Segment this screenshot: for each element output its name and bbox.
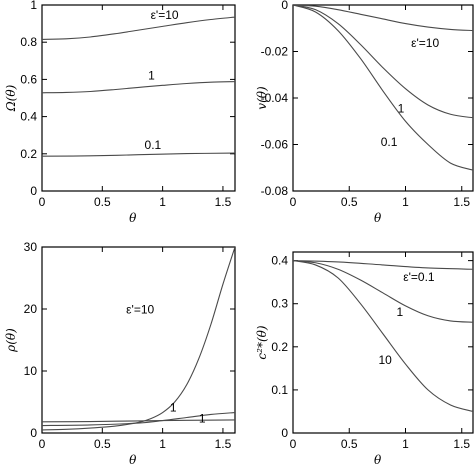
y-tick-label: -0.06 [261,138,289,152]
y-tick-label: 1 [30,0,37,12]
x-tick-label: 0 [39,437,46,451]
y-tick-label: 20 [24,302,38,316]
y-tick-label: -0.02 [261,45,289,59]
plot-frame [41,4,236,192]
series-annotation: 0.1 [145,138,162,152]
y-axis-label: Ω(θ) [4,84,18,112]
chart-panel-3: 0 0.5 1 1.5 0 10 20 30 θ ρ(θ) ε'=10 1 1 [4,240,236,465]
series-annotation: 1 [397,305,404,319]
x-tick-label: 1 [159,195,166,209]
y-tick-label: 0.2 [20,147,37,161]
chart-panel-1: 0 0.5 1 1.5 0 0.2 0.4 0.6 0.8 1 θ Ω(θ) ε'=10 1 0.1 [4,0,236,225]
x-tick-label: 1 [402,195,409,209]
x-tick-label: 0.5 [341,195,358,209]
x-tick-label: 0.5 [341,437,358,451]
x-tick-label: 1.5 [453,437,470,451]
series-curve-2 [293,260,473,323]
x-axis-label: θ [374,453,382,465]
chart-panel-4: 0 0.5 1 1.5 0 0.1 0.2 0.3 0.4 θ c²*(θ) ε'=0.1 1 10 [255,251,474,465]
series-annotation: 0.1 [381,135,398,149]
series-curve-1 [293,5,473,32]
y-tick-label: 0.3 [271,297,288,311]
series-curve-2 [42,411,235,427]
series-curve-2 [42,81,235,94]
x-axis-label: θ [129,211,137,225]
series-curve-3 [293,260,473,412]
x-tick-label: 1 [402,437,409,451]
y-axis-label: v(θ) [255,86,269,110]
x-tick-label: 1.5 [215,195,232,209]
chart-panel-2: 0 0.5 1 1.5 0 -0.02 -0.04 -0.06 -0.08 θ v(θ) ε'=10 1… [255,0,474,225]
series-annotation: ε'=10 [151,8,179,22]
series-annotation: ε'=10 [126,302,154,316]
series-annotation: ε'=10 [411,36,439,50]
y-tick-label: 0.1 [271,383,288,397]
series-annotation: 1 [398,101,405,115]
y-tick-label: 0 [281,0,288,12]
series-curve-1 [42,247,235,431]
y-tick-label: 0.4 [271,254,288,268]
plot-frame [292,4,474,192]
y-tick-label: 0.8 [20,35,37,49]
x-tick-label: 1.5 [215,437,232,451]
x-axis-label: θ [374,211,382,225]
series-annotation: 10 [379,353,393,367]
x-tick-label: 1 [159,437,166,451]
y-tick-label: 10 [24,364,38,378]
y-tick-label: -0.08 [261,184,289,198]
series-annotation: ε'=0.1 [403,270,435,284]
y-tick-label: 0 [281,426,288,440]
y-tick-label: 30 [24,240,38,254]
series-curve-3 [42,152,235,157]
x-tick-label: 0 [39,195,46,209]
series-annotation: 1 [199,411,206,425]
y-tick-label: 0 [30,426,37,440]
x-tick-label: 0 [290,195,297,209]
y-axis-label: c²*(θ) [255,325,269,359]
plot-frame [41,246,236,434]
y-tick-label: 0.2 [271,340,288,354]
y-tick-label: 0.6 [20,72,37,86]
y-tick-label: 0 [30,184,37,198]
x-tick-label: 0.5 [94,437,111,451]
x-tick-label: 1.5 [453,195,470,209]
x-axis-label: θ [129,453,137,465]
x-tick-label: 0 [290,437,297,451]
series-annotation: 1 [170,400,177,414]
series-annotation: 1 [148,68,155,82]
y-tick-label: -0.04 [261,91,289,105]
series-curve-3 [42,419,235,423]
plot-frame [292,251,474,434]
series-curve-1 [293,260,473,270]
series-curve-1 [42,16,235,40]
series-curve-2 [293,5,473,119]
x-tick-label: 0.5 [94,195,111,209]
y-axis-label: ρ(θ) [4,328,18,353]
series-curve-3 [293,5,473,171]
y-tick-label: 0.4 [20,110,37,124]
